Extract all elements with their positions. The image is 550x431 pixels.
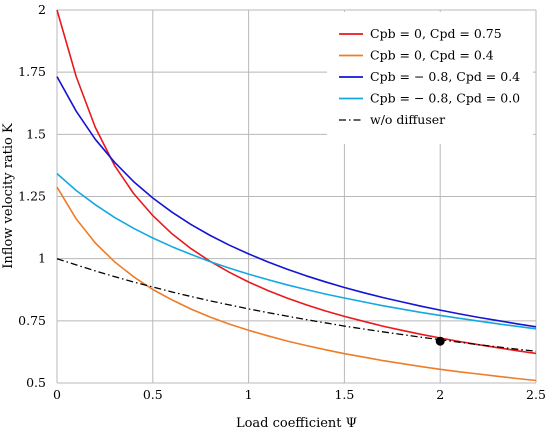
x-tick-label: 0	[53, 387, 61, 402]
legend-label: Cpb = 0, Cpd = 0.4	[370, 48, 494, 63]
y-axis-label: Inflow velocity ratio K	[1, 123, 16, 269]
legend-label: Cpb = − 0.8, Cpd = 0.4	[370, 69, 520, 84]
series-line	[56, 258, 537, 352]
y-tick-label: 0.5	[26, 375, 46, 390]
legend: Cpb = 0, Cpd = 0.75 Cpb = 0, Cpd = 0.4 Cpb…	[327, 12, 533, 144]
y-tick-label: 1	[38, 251, 46, 266]
series-lines	[56, 9, 537, 382]
series-line	[56, 76, 537, 328]
x-tick-label: 1.5	[334, 387, 354, 402]
x-axis-label: Load coefficient Ψ	[236, 416, 357, 431]
series-line	[56, 9, 537, 355]
x-tick-label: 0.5	[143, 387, 163, 402]
y-tick-label: 1.25	[18, 189, 46, 204]
data-markers	[435, 336, 445, 346]
data-point-marker	[435, 336, 445, 346]
x-tick-label: 1	[245, 387, 253, 402]
series-line	[56, 172, 537, 330]
legend-label: Cpb = − 0.8, Cpd = 0.0	[370, 91, 520, 106]
series-line	[56, 186, 537, 382]
legend-label: w/o diffuser	[370, 112, 445, 127]
x-tick-label: 2	[436, 387, 444, 402]
tick-labels: 0 0.5 1 1.5 2 2.5 0.5 0.75 1 1.25 1.5 1.75 2	[18, 2, 546, 402]
legend-label: Cpb = 0, Cpd = 0.75	[370, 26, 502, 41]
x-tick-label: 2.5	[526, 387, 546, 402]
y-tick-label: 2	[38, 2, 46, 17]
y-tick-label: 0.75	[18, 313, 46, 328]
y-tick-label: 1.75	[18, 64, 46, 79]
y-tick-label: 1.5	[26, 126, 46, 141]
